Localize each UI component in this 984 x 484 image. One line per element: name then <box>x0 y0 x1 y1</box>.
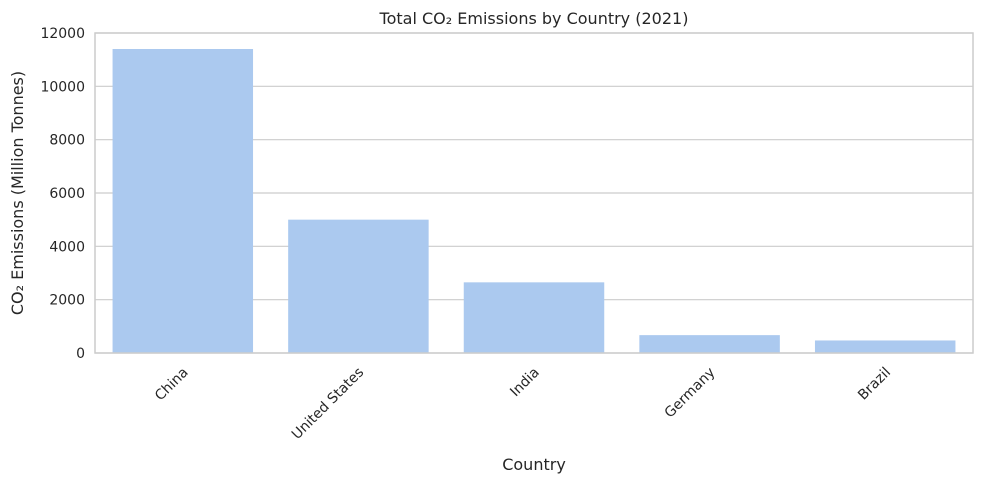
plot-frame <box>94 32 974 354</box>
x-axis-title: Country <box>502 455 566 474</box>
bars <box>112 49 956 353</box>
bar-united-states <box>288 219 429 353</box>
y-tick-label: 0 <box>76 346 85 362</box>
y-tick-label: 10000 <box>40 79 85 95</box>
y-axis-title: CO₂ Emissions (Million Tonnes) <box>8 71 27 315</box>
bar-germany <box>639 335 780 353</box>
bar-brazil <box>814 340 956 353</box>
y-tick-label: 4000 <box>49 239 85 255</box>
x-tick-label: India <box>507 365 543 401</box>
y-tick-label: 2000 <box>49 293 85 309</box>
x-tick-label: Germany <box>662 365 719 422</box>
x-tick-labels: China United States India Germany Brazil <box>152 365 894 443</box>
y-tick-label: 8000 <box>49 133 85 149</box>
x-tick-label: United States <box>289 365 367 443</box>
chart-title: Total CO₂ Emissions by Country (2021) <box>379 9 689 28</box>
y-tick-labels: 0 2000 4000 6000 8000 10000 12000 <box>40 26 85 362</box>
bar-china <box>112 49 254 353</box>
x-tick-label: China <box>152 365 192 405</box>
y-tick-label: 6000 <box>49 186 85 202</box>
y-tick-label: 12000 <box>40 26 85 42</box>
bar-india <box>463 282 605 353</box>
x-tick-label: Brazil <box>855 365 894 404</box>
